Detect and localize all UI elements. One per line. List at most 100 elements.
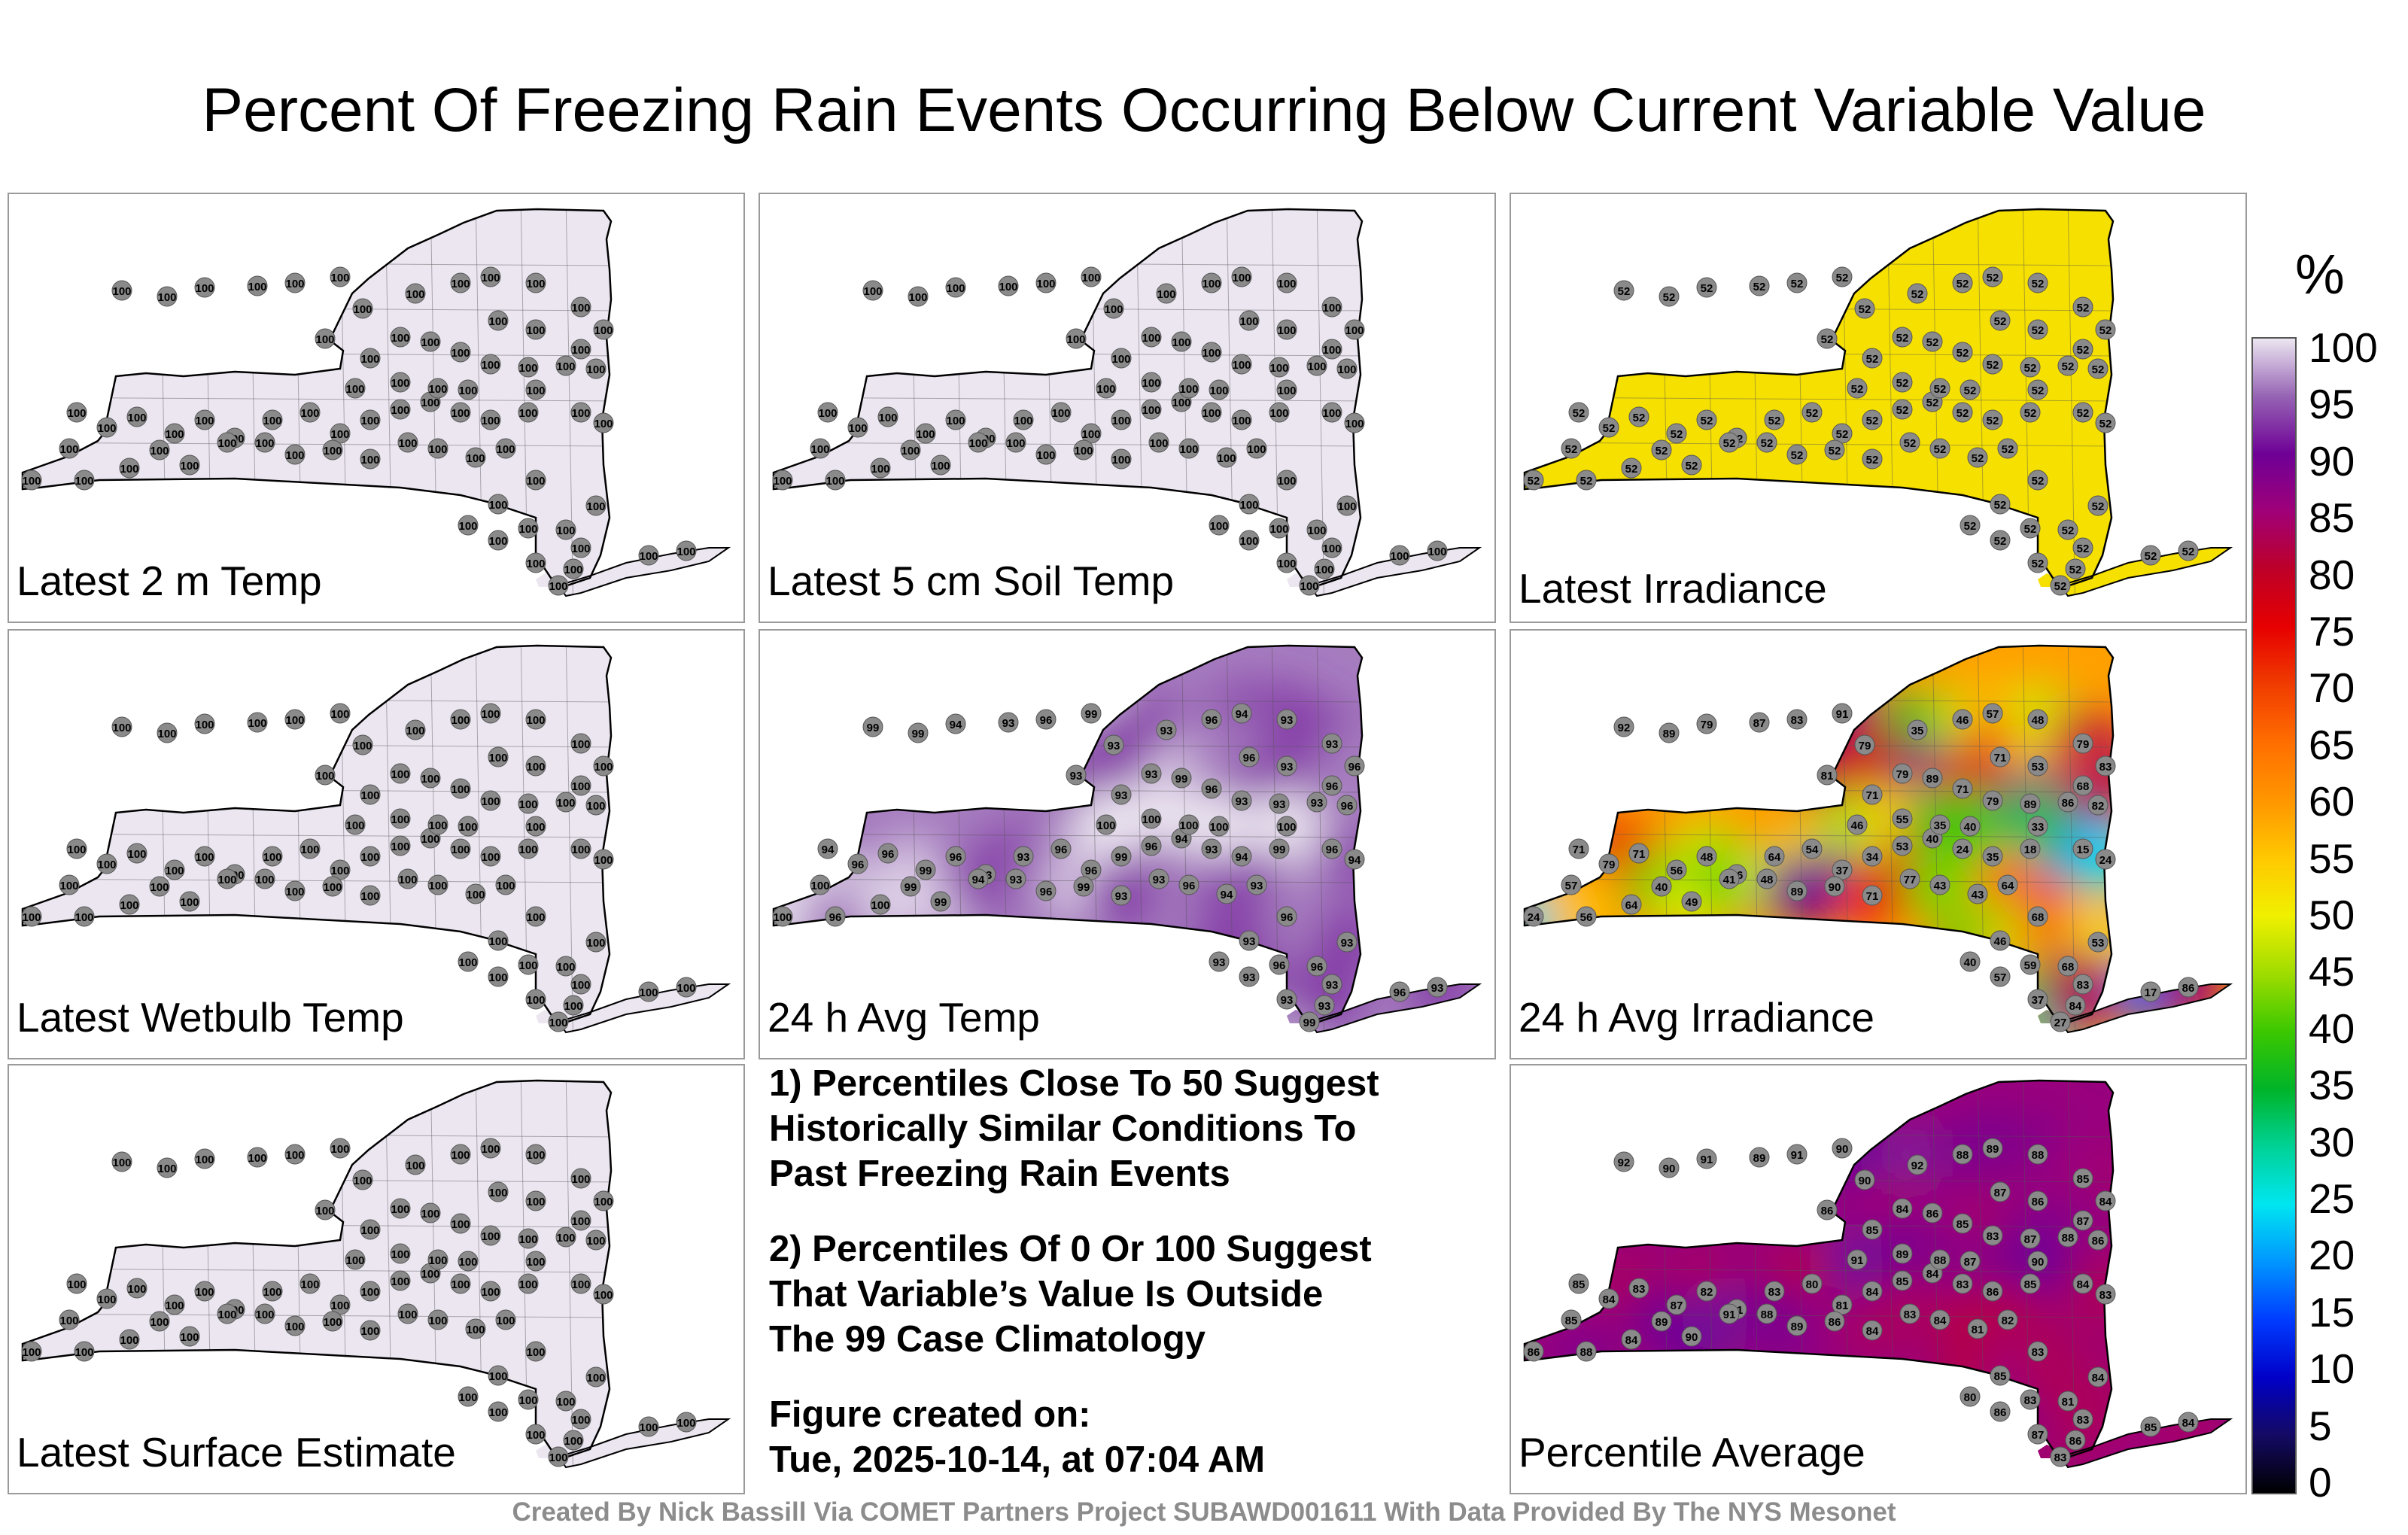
station-value: 84 xyxy=(1625,1334,1638,1347)
long-island-outline xyxy=(557,547,731,597)
station-value: 100 xyxy=(353,740,372,752)
station-marker xyxy=(315,1199,336,1220)
station-marker xyxy=(1336,495,1358,516)
station-marker xyxy=(2095,849,2116,870)
station-marker xyxy=(2065,558,2086,579)
station-marker xyxy=(593,412,614,433)
station-marker xyxy=(1389,981,1410,1002)
station-marker xyxy=(179,891,200,912)
station-marker xyxy=(284,709,306,730)
station-value: 85 xyxy=(2024,1278,2037,1291)
station-value: 100 xyxy=(571,979,590,992)
station-marker xyxy=(1336,795,1358,816)
station-marker xyxy=(585,1366,607,1388)
station-marker xyxy=(2087,932,2109,953)
station-marker xyxy=(676,540,697,561)
station-marker xyxy=(360,1281,381,1302)
station-marker xyxy=(420,768,441,789)
station-marker xyxy=(1523,470,1544,491)
station-marker xyxy=(74,1341,95,1362)
station-marker xyxy=(1344,412,1365,433)
station-marker xyxy=(1231,409,1252,430)
station-value: 100 xyxy=(526,1196,545,1208)
station-value: 100 xyxy=(818,407,837,420)
station-value: 52 xyxy=(1956,347,1969,360)
station-marker xyxy=(1892,835,1913,856)
station-value: 93 xyxy=(1160,725,1173,737)
station-value: 100 xyxy=(466,889,485,901)
station-value: 100 xyxy=(195,1154,214,1166)
station-marker xyxy=(2020,402,2041,423)
station-value: 81 xyxy=(1821,770,1834,783)
station-marker xyxy=(2057,1391,2078,1412)
station-value: 100 xyxy=(1269,407,1288,420)
station-value: 82 xyxy=(2002,1315,2014,1327)
station-value: 48 xyxy=(1761,874,1774,886)
station-marker xyxy=(2087,795,2109,816)
station-marker xyxy=(1613,1151,1634,1172)
station-marker xyxy=(525,470,546,491)
station-marker xyxy=(2027,989,2048,1010)
station-value: 52 xyxy=(1851,383,1864,396)
station-value: 100 xyxy=(1232,272,1251,284)
station-value: 79 xyxy=(1859,740,1871,752)
station-value: 86 xyxy=(2182,982,2195,995)
station-value: 100 xyxy=(1081,272,1100,284)
station-marker xyxy=(1922,331,1943,352)
station-value: 100 xyxy=(330,1299,349,1312)
station-value: 100 xyxy=(345,383,364,396)
station-marker xyxy=(119,457,140,479)
station-value: 100 xyxy=(488,971,507,984)
station-marker xyxy=(1035,444,1057,465)
station-marker xyxy=(563,558,584,579)
station-value: 86 xyxy=(1829,1316,1841,1329)
station-marker xyxy=(427,438,448,459)
station-value: 100 xyxy=(74,1346,93,1359)
station-marker xyxy=(870,894,891,915)
station-marker xyxy=(74,470,95,491)
station-marker xyxy=(458,1386,479,1407)
station-marker xyxy=(1960,1386,1981,1407)
station-value: 100 xyxy=(676,1417,695,1430)
station-value: 100 xyxy=(968,437,987,450)
station-marker xyxy=(1598,1288,1619,1309)
station-value: 100 xyxy=(165,865,184,877)
station-marker xyxy=(164,423,185,444)
station-marker xyxy=(1892,399,1913,420)
station-value: 100 xyxy=(1142,332,1160,345)
station-marker xyxy=(495,438,516,459)
station-value: 100 xyxy=(571,738,590,751)
panel-label: Latest 2 m Temp xyxy=(17,558,322,604)
station-marker xyxy=(2027,272,2048,293)
station-value: 52 xyxy=(2077,543,2090,555)
station-value: 52 xyxy=(2032,475,2045,488)
station-value: 35 xyxy=(1911,725,1924,737)
station-marker xyxy=(2027,906,2048,927)
station-marker xyxy=(676,1412,697,1433)
station-marker xyxy=(1239,530,1260,551)
station-marker xyxy=(570,1168,591,1189)
station-marker xyxy=(488,1181,509,1202)
station-value: 100 xyxy=(451,843,470,856)
station-marker xyxy=(1568,1273,1589,1294)
station-marker xyxy=(1216,447,1237,468)
station-value: 100 xyxy=(67,843,86,856)
station-value: 93 xyxy=(1243,935,1256,948)
station-value: 100 xyxy=(22,475,41,488)
station-marker xyxy=(1651,1311,1672,1332)
station-marker xyxy=(1321,402,1342,423)
station-value: 52 xyxy=(2024,362,2037,375)
station-value: 52 xyxy=(2062,360,2075,373)
station-value: 100 xyxy=(586,1235,605,1248)
station-value: 100 xyxy=(571,344,590,357)
station-marker xyxy=(450,709,471,730)
station-marker xyxy=(1929,1249,1950,1270)
station-marker xyxy=(585,795,607,816)
long-island-outline xyxy=(557,1418,731,1469)
station-marker xyxy=(322,439,343,460)
station-value: 100 xyxy=(451,1149,470,1162)
station-value: 100 xyxy=(421,833,439,846)
station-value: 18 xyxy=(2024,843,2037,856)
station-value: 94 xyxy=(822,843,835,856)
